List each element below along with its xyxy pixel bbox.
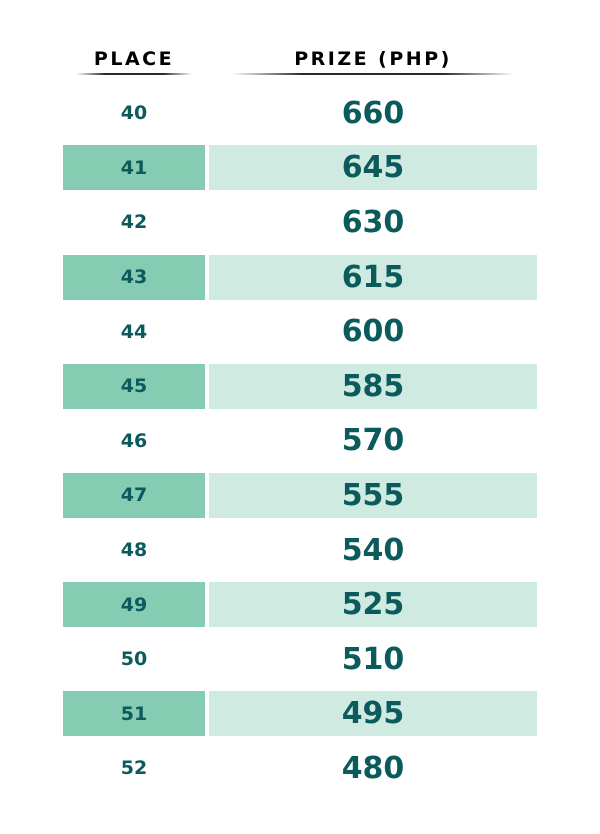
place-cell: 47 [63, 472, 205, 518]
place-cell: 48 [120, 539, 148, 562]
place-cell: 41 [63, 145, 205, 191]
table-row: 46 570 [63, 414, 537, 469]
table-row: 49 525 [63, 577, 537, 632]
place-cell: 43 [63, 254, 205, 300]
prize-cell: 510 [341, 641, 405, 677]
place-cell: 44 [120, 320, 148, 343]
place-header-divider [76, 73, 192, 75]
prize-cell: 525 [209, 582, 537, 628]
place-cell: 50 [120, 648, 148, 671]
table-row: 45 585 [63, 359, 537, 414]
prize-cell: 570 [341, 423, 405, 459]
table-row: 51 495 [63, 687, 537, 742]
prize-cell: 630 [341, 204, 405, 240]
table-row: 41 645 [63, 141, 537, 196]
place-cell: 40 [120, 102, 148, 125]
prize-cell: 555 [209, 472, 537, 518]
table-row: 50 510 [63, 632, 537, 687]
table-header: PLACE PRIZE (PHP) [0, 0, 600, 80]
place-cell: 45 [63, 363, 205, 409]
place-cell: 51 [63, 691, 205, 737]
place-cell: 42 [120, 211, 148, 234]
prize-table: 40 660 41 645 42 630 43 615 44 600 45 58… [63, 86, 537, 796]
table-row: 40 660 [63, 86, 537, 141]
place-cell: 52 [120, 757, 148, 780]
prize-cell: 600 [341, 314, 405, 350]
place-column-header: PLACE [93, 48, 175, 70]
prize-cell: 495 [209, 691, 537, 737]
prize-cell: 585 [209, 363, 537, 409]
table-row: 47 555 [63, 468, 537, 523]
prize-column-header: PRIZE (PHP) [294, 48, 452, 70]
prize-cell: 660 [341, 95, 405, 131]
table-row: 44 600 [63, 304, 537, 359]
place-cell: 46 [120, 429, 148, 452]
place-cell: 49 [63, 582, 205, 628]
prize-cell: 615 [209, 254, 537, 300]
prize-header-divider [232, 73, 514, 75]
table-row: 43 615 [63, 250, 537, 305]
prize-cell: 540 [341, 532, 405, 568]
table-row: 42 630 [63, 195, 537, 250]
prize-cell: 645 [209, 145, 537, 191]
table-row: 52 480 [63, 741, 537, 796]
prize-cell: 480 [341, 750, 405, 786]
table-row: 48 540 [63, 523, 537, 578]
